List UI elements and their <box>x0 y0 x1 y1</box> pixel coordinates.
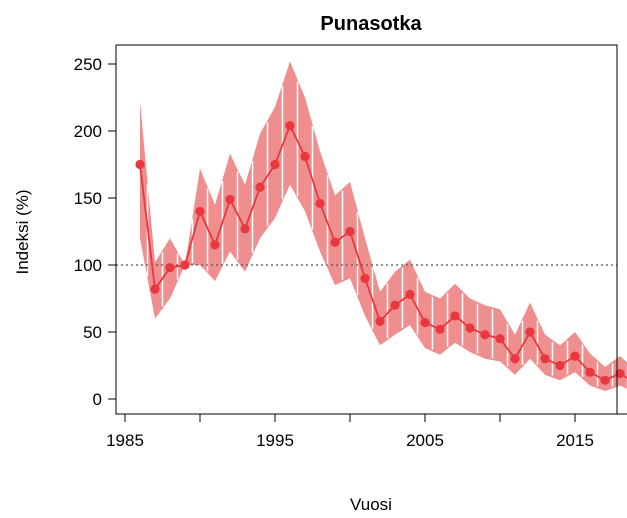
data-point <box>165 263 175 273</box>
x-axis: 1985 1995 2005 2015 <box>106 413 627 450</box>
data-point <box>570 351 580 361</box>
y-tick-label: 50 <box>83 323 102 342</box>
data-point <box>540 354 550 364</box>
data-point <box>195 206 205 216</box>
confidence-band <box>140 61 627 391</box>
data-point <box>180 260 190 270</box>
x-tick-label: 2015 <box>556 431 594 450</box>
data-point <box>615 368 625 379</box>
y-axis: 0 50 100 150 200 250 <box>74 55 116 409</box>
data-point <box>150 284 160 294</box>
data-point <box>420 318 430 328</box>
data-point <box>450 311 460 321</box>
data-point <box>585 367 595 377</box>
y-axis-label: Indeksi (%) <box>13 189 32 274</box>
data-point <box>255 182 265 192</box>
chart-title: Punasotka <box>320 13 422 35</box>
data-point <box>270 159 280 170</box>
x-axis-label: Vuosi <box>350 495 392 514</box>
data-point <box>330 237 340 247</box>
confidence-band-area <box>140 61 627 391</box>
data-point <box>510 354 520 364</box>
data-point <box>480 330 490 340</box>
data-point <box>135 159 145 170</box>
data-point <box>600 375 610 385</box>
x-tick-label: 1995 <box>256 431 294 450</box>
y-tick-label: 0 <box>93 390 102 409</box>
y-tick-label: 250 <box>74 55 102 74</box>
data-point <box>360 273 370 283</box>
data-point <box>405 289 415 300</box>
data-point <box>465 323 475 333</box>
data-points <box>135 121 625 385</box>
data-point <box>390 300 400 310</box>
data-point <box>555 360 565 371</box>
x-tick-label: 1985 <box>106 431 144 450</box>
data-point <box>285 121 295 131</box>
data-point <box>495 334 505 344</box>
data-point <box>435 324 445 334</box>
x-tick-label: 2005 <box>406 431 444 450</box>
data-point <box>525 327 535 337</box>
data-point <box>300 151 310 162</box>
data-point <box>315 198 325 208</box>
y-tick-label: 200 <box>74 122 102 141</box>
data-point <box>375 316 385 326</box>
y-tick-label: 150 <box>74 189 102 208</box>
data-point <box>345 226 355 237</box>
data-point <box>210 240 220 250</box>
data-point <box>240 224 250 234</box>
y-tick-label: 100 <box>74 256 102 275</box>
data-point <box>225 194 235 204</box>
